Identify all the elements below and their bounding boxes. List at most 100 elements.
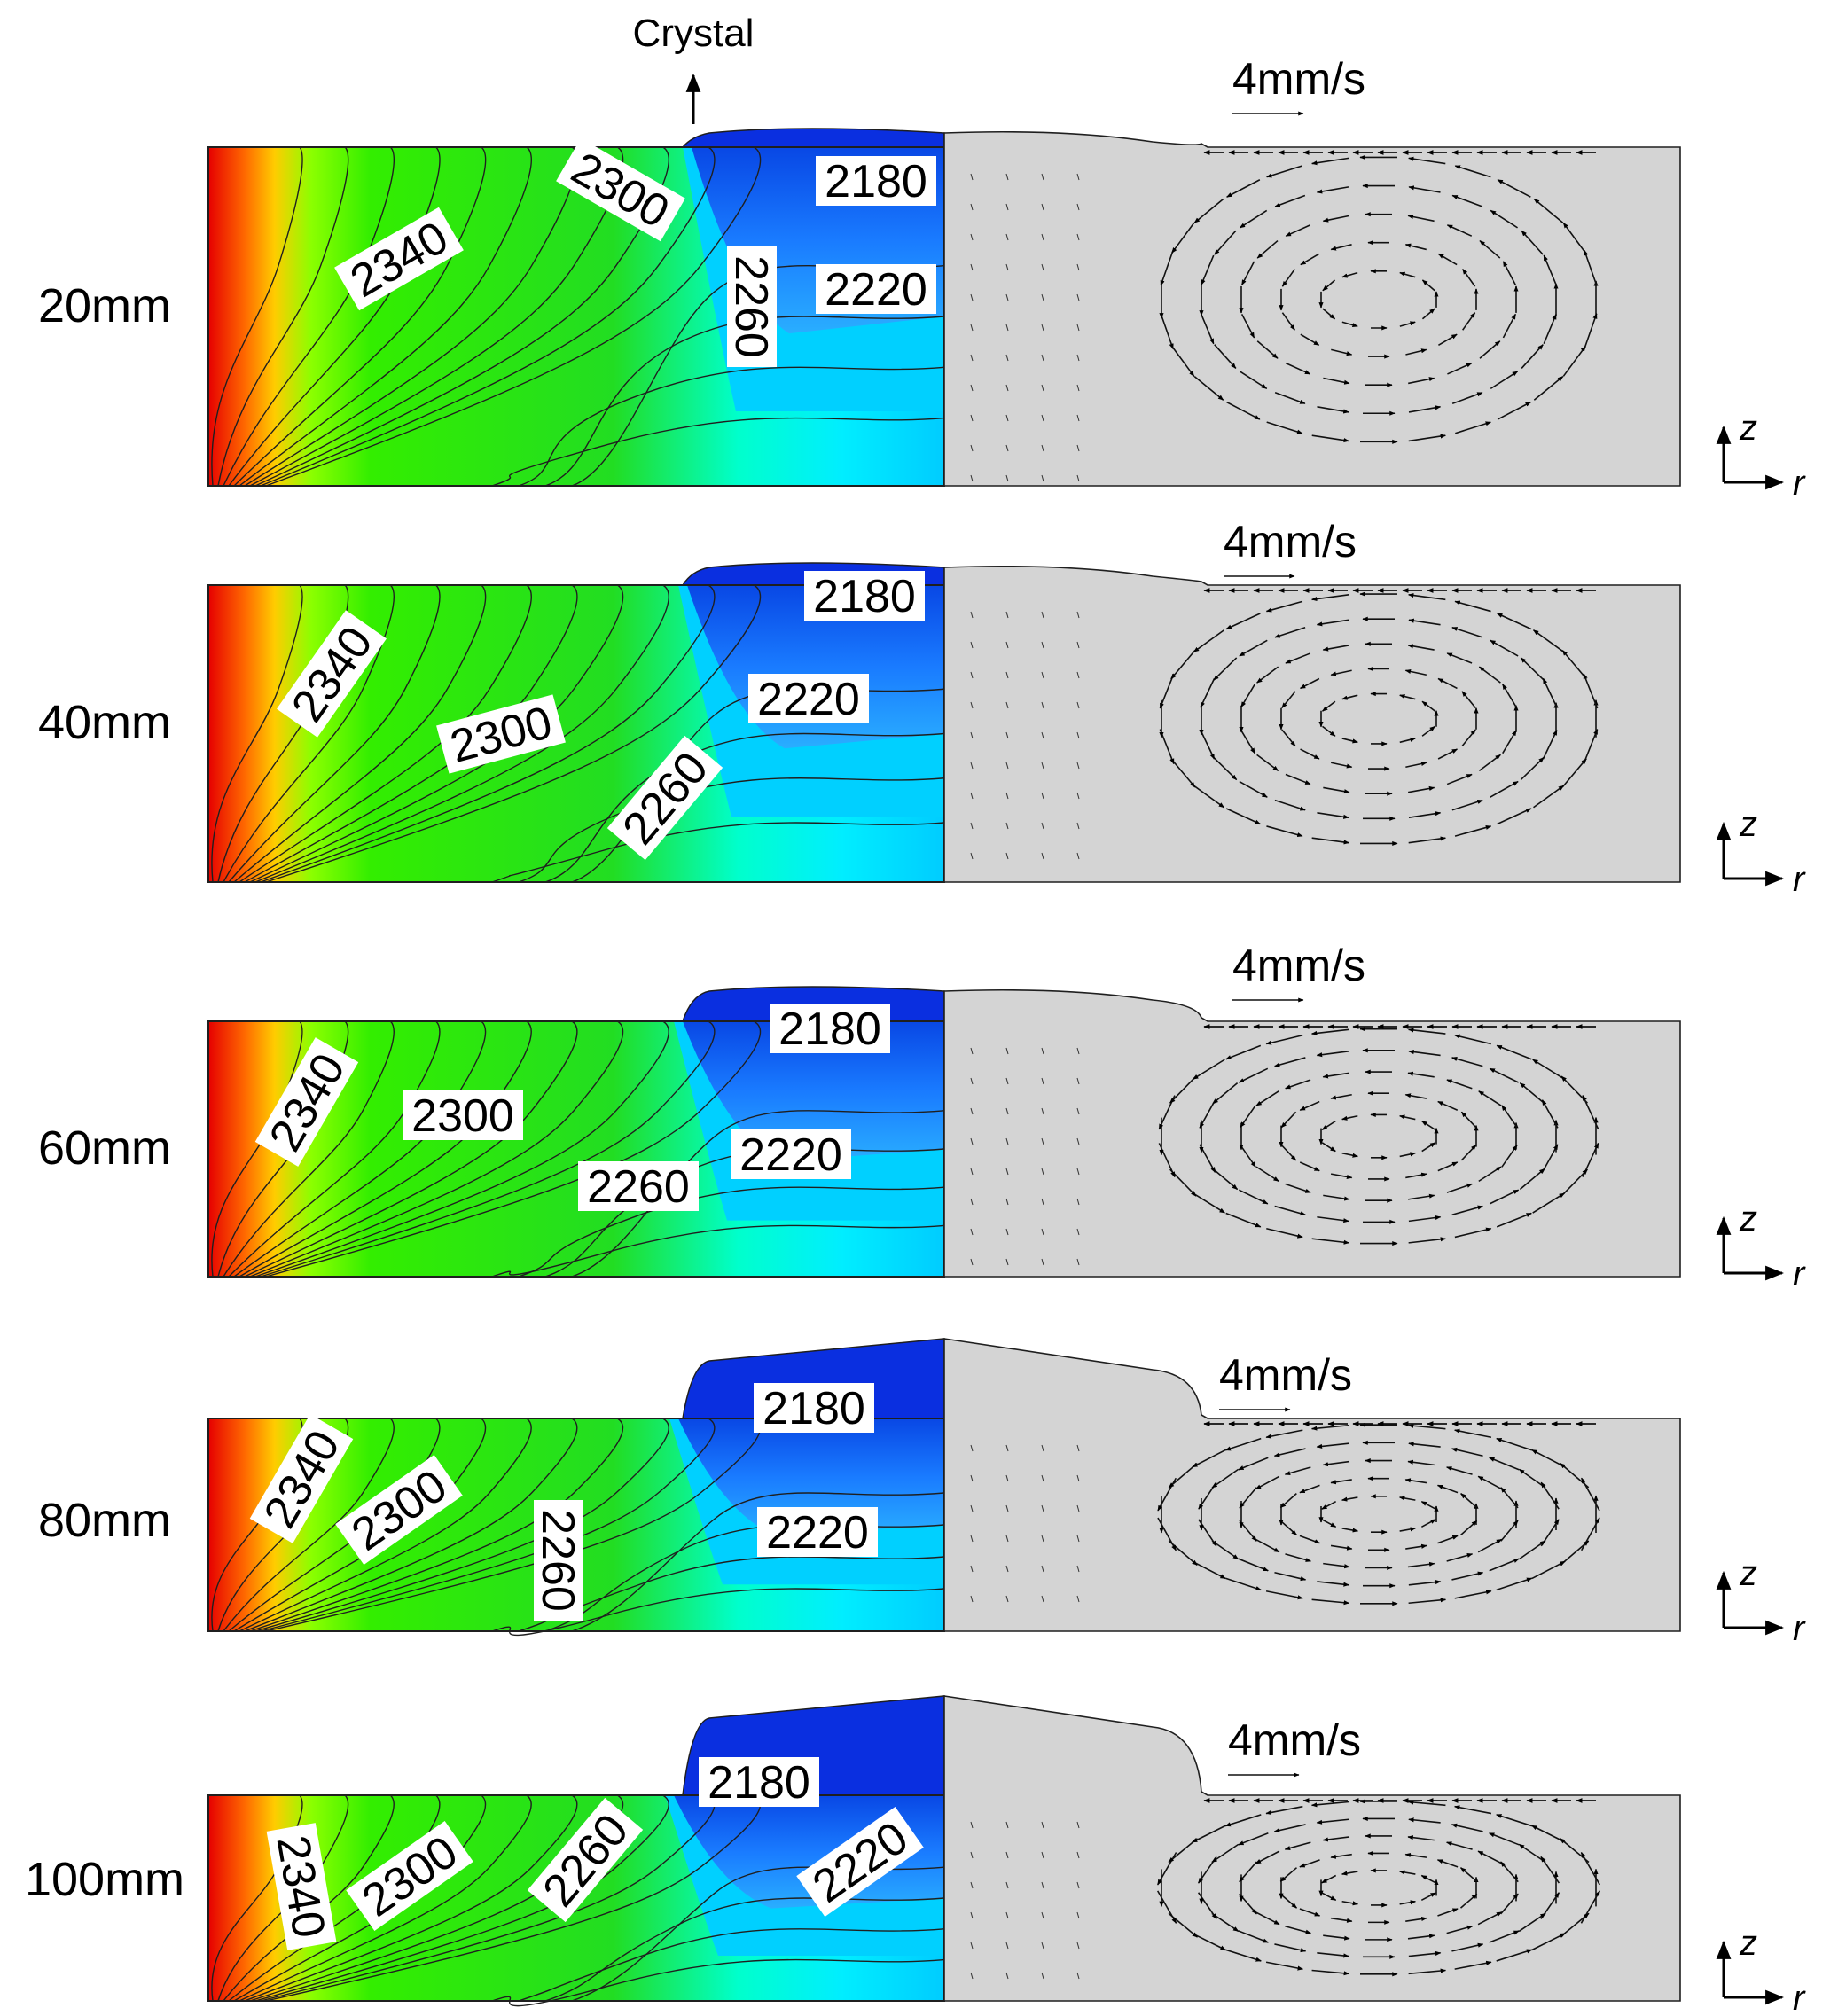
velocity-vector — [1489, 1832, 1520, 1846]
velocity-vector — [1407, 1800, 1446, 1807]
velocity-vector — [1437, 1100, 1459, 1111]
velocity-vector — [1274, 194, 1306, 207]
velocity-vector — [1408, 1968, 1447, 1975]
velocity-vector — [1265, 1034, 1303, 1045]
isotherm-label: 2180 — [816, 156, 936, 207]
velocity-vector — [1330, 1853, 1352, 1859]
velocity-vector — [1451, 1447, 1483, 1457]
velocity-vector — [1496, 1212, 1532, 1228]
velocity-vector — [1238, 1067, 1269, 1083]
velocity-vector — [1311, 1238, 1349, 1245]
velocity-vector — [1451, 799, 1483, 811]
isotherm-label: 2180 — [804, 571, 925, 622]
velocity-vector — [1341, 738, 1358, 744]
velocity-vector — [1321, 1892, 1337, 1902]
velocity-vector — [1321, 1120, 1336, 1131]
velocity-vector — [1041, 233, 1044, 241]
velocity-vector — [970, 852, 974, 860]
velocity-vector — [1405, 1172, 1427, 1179]
velocity-vector — [1041, 324, 1044, 332]
velocity-vector — [1041, 474, 1044, 482]
velocity-vector — [1005, 233, 1009, 241]
velocity-vector — [1005, 641, 1009, 649]
isotherm-value: 2220 — [739, 1129, 842, 1181]
isotherm-line — [244, 1418, 578, 1632]
velocity-vector — [1041, 1565, 1044, 1573]
velocity-vector — [1407, 1459, 1435, 1466]
velocity-vector — [1255, 1538, 1280, 1553]
velocity-vector — [1005, 822, 1009, 830]
isotherm-label: 2260 — [532, 1500, 583, 1621]
velocity-vector — [1436, 1859, 1459, 1868]
velocity-vector — [1285, 1925, 1311, 1934]
velocity-vector — [1274, 1571, 1307, 1582]
velocity-vector — [1497, 613, 1532, 630]
isotherm-line — [491, 1958, 945, 2007]
isotherm-label: 2220 — [757, 1507, 878, 1559]
reference-velocity-label: 4mm/s — [1232, 54, 1365, 104]
velocity-vector — [1076, 1198, 1080, 1206]
velocity-vector — [1541, 1144, 1559, 1173]
velocity-vector — [1330, 1173, 1353, 1179]
velocity-vector — [1330, 1093, 1352, 1100]
velocity-vector — [1041, 1258, 1044, 1266]
velocity-vector — [1460, 1493, 1478, 1509]
isotherm-line — [265, 1794, 762, 2002]
colder-region — [678, 1418, 944, 1535]
velocity-vector — [1447, 362, 1473, 375]
velocity-vector — [1420, 1874, 1436, 1884]
length-label: 60mm — [38, 1121, 171, 1175]
velocity-vector — [1531, 1560, 1566, 1580]
velocity-vector — [1160, 250, 1174, 286]
isotherm-line — [260, 584, 716, 883]
velocity-vector — [1531, 1933, 1566, 1951]
velocity-vector — [1224, 1437, 1262, 1451]
velocity-vector — [1266, 825, 1303, 838]
velocity-vector — [1285, 1183, 1311, 1193]
reference-velocity-label: 4mm/s — [1219, 1350, 1352, 1400]
isotherm-line — [239, 1794, 532, 2002]
isotherm-line — [518, 366, 945, 487]
velocity-vector — [1169, 1075, 1197, 1104]
velocity-vector — [1478, 1090, 1502, 1106]
velocity-vector — [1281, 729, 1296, 747]
velocity-vector — [1041, 1595, 1044, 1603]
velocity-vector — [1005, 1595, 1009, 1603]
velocity-vector — [1041, 792, 1044, 800]
velocity-vector — [1076, 852, 1080, 860]
velocity-vector — [1500, 1893, 1519, 1915]
isotherm-label-box — [534, 1500, 583, 1621]
velocity-vector — [1255, 1166, 1279, 1183]
isotherm-line — [254, 584, 669, 883]
velocity-vector — [1408, 811, 1442, 818]
velocity-vector — [1519, 1168, 1545, 1191]
velocity-vector — [1407, 644, 1435, 651]
velocity-vector — [970, 1595, 974, 1603]
velocity-vector — [1489, 1930, 1520, 1943]
axis-indicator: zr — [1716, 805, 1806, 899]
velocity-vector — [1583, 728, 1599, 764]
velocity-vector — [1322, 645, 1350, 652]
isotherm-label-box — [403, 1090, 523, 1140]
velocity-vector — [1224, 1949, 1262, 1962]
velocity-vector — [1322, 215, 1349, 223]
velocity-vector — [1076, 1474, 1080, 1482]
velocity-vector — [1076, 293, 1080, 301]
velocity-vector — [1076, 1595, 1080, 1603]
isotherm-value: 2180 — [778, 1004, 881, 1055]
velocity-vector — [1041, 1474, 1044, 1482]
isotherm-value: 2180 — [813, 571, 916, 622]
velocity-vector — [1240, 261, 1255, 286]
isotherm-line — [211, 584, 303, 883]
velocity-vector — [1561, 758, 1587, 788]
velocity-vector — [1479, 239, 1501, 259]
isotherm-value: 2300 — [411, 1090, 514, 1142]
velocity-vector — [1193, 785, 1225, 809]
velocity-vector — [1239, 1487, 1257, 1509]
velocity-vector — [1311, 837, 1349, 845]
velocity-vector — [1408, 618, 1441, 626]
velocity-vector — [1446, 1183, 1473, 1193]
velocity-vector — [1201, 254, 1215, 285]
